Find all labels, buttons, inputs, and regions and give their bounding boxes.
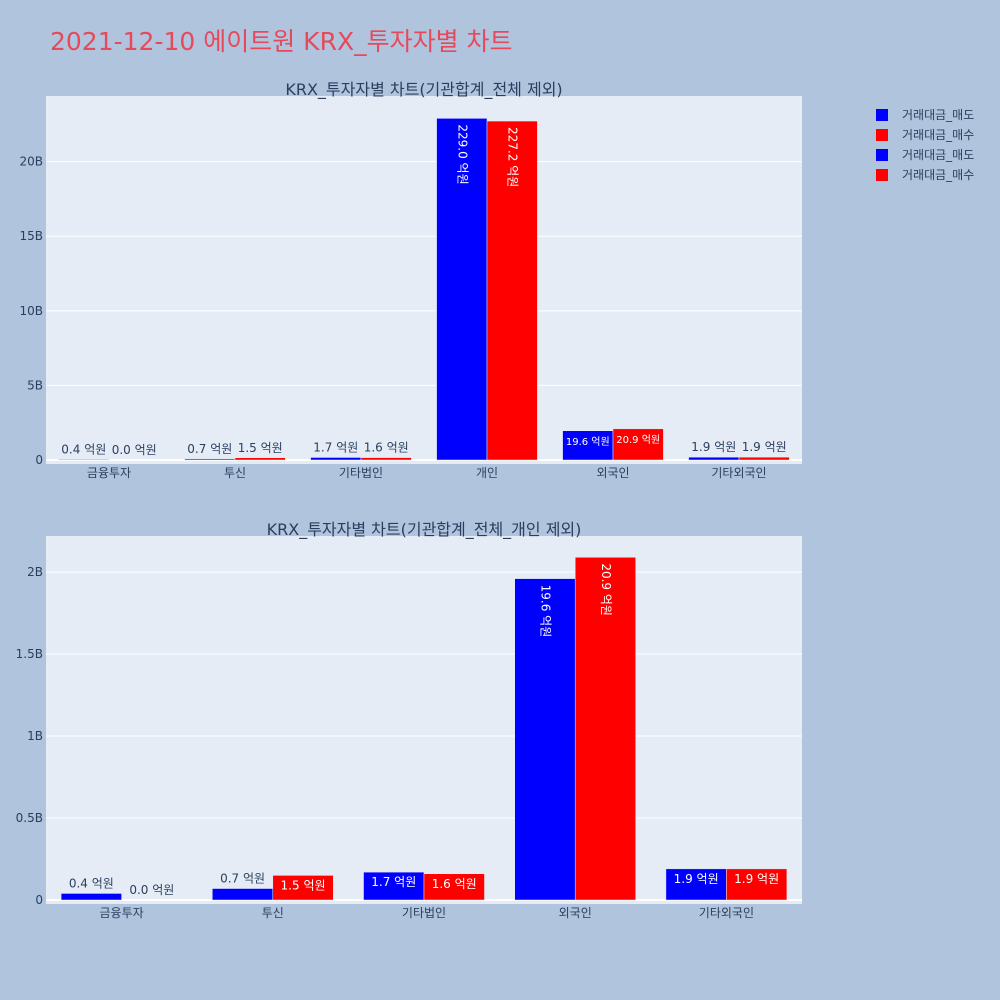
data-label: 0.0 억원 xyxy=(112,443,157,457)
data-label: 1.7 억원 xyxy=(371,875,416,889)
bar xyxy=(58,459,110,461)
x-tick-label: 금융투자 xyxy=(87,466,131,480)
data-label: 1.6 억원 xyxy=(364,441,409,455)
data-label: 19.6 억원 xyxy=(538,585,552,638)
bar xyxy=(360,457,412,461)
bar xyxy=(310,457,362,461)
y-tick-label: 1.5B xyxy=(16,647,43,661)
x-tick-label: 기타외국인 xyxy=(711,466,766,480)
data-label: 19.6 억원 xyxy=(566,436,610,448)
data-label: 1.9 억원 xyxy=(734,872,779,886)
legend-item[interactable]: 거래대금_매수 xyxy=(902,128,974,142)
y-tick-label: 20B xyxy=(19,155,43,169)
data-label: 0.7 억원 xyxy=(220,872,265,886)
data-label: 1.7 억원 xyxy=(313,440,358,454)
data-label: 1.6 억원 xyxy=(432,877,477,891)
legend-swatch[interactable] xyxy=(876,109,888,121)
x-tick-label: 기타외국인 xyxy=(699,906,754,920)
bar xyxy=(272,875,334,901)
y-tick-label: 15B xyxy=(19,229,43,243)
data-label: 227.2 억원 xyxy=(506,127,520,187)
plot-area xyxy=(46,536,802,904)
y-tick-label: 1B xyxy=(27,729,43,743)
bar xyxy=(726,868,788,901)
data-label: 1.5 억원 xyxy=(281,878,326,892)
legend-item[interactable]: 거래대금_매도 xyxy=(902,108,974,122)
legend-swatch[interactable] xyxy=(876,149,888,161)
y-tick-label: 0 xyxy=(35,893,43,907)
data-label: 20.9 억원 xyxy=(599,563,613,616)
x-tick-label: 외국인 xyxy=(596,466,629,480)
bar xyxy=(486,120,538,461)
bar xyxy=(574,557,636,901)
bar xyxy=(688,456,740,461)
data-label: 1.9 억원 xyxy=(691,440,736,454)
y-tick-label: 2B xyxy=(27,565,43,579)
x-tick-label: 투신 xyxy=(262,906,284,920)
data-label: 0.4 억원 xyxy=(61,442,106,456)
data-label: 20.9 억원 xyxy=(616,434,660,446)
x-tick-label: 투신 xyxy=(224,466,246,480)
bar xyxy=(436,118,488,461)
bar xyxy=(363,871,425,901)
data-label: 229.0 억원 xyxy=(455,124,469,184)
bar xyxy=(234,457,286,461)
bar xyxy=(212,888,274,901)
x-tick-label: 외국인 xyxy=(559,906,592,920)
x-tick-label: 기타법인 xyxy=(402,906,446,920)
chart-panel-2: 0 0.5B 1B 1.5B 2B KRX_투자자별 차트(기관합계_전체_개인 제외) 금… xyxy=(16,520,802,920)
plot-area xyxy=(46,96,802,464)
y-tick-label: 0.5B xyxy=(16,811,43,825)
data-label: 1.5 억원 xyxy=(238,441,283,455)
bar xyxy=(423,873,485,901)
x-tick-label: 개인 xyxy=(476,466,498,480)
data-label: 1.9 억원 xyxy=(674,872,719,886)
y-tick-label: 5B xyxy=(27,378,43,392)
x-tick-label: 금융투자 xyxy=(100,906,144,920)
page-title: 2021-12-10 에이트원 KRX_투자자별 차트 xyxy=(50,27,513,56)
bar xyxy=(184,458,236,461)
bar xyxy=(738,456,790,461)
bar xyxy=(612,428,664,461)
legend-swatch[interactable] xyxy=(876,169,888,181)
chart-title: KRX_투자자별 차트(기관합계_전체 제외) xyxy=(285,80,562,100)
data-label: 0.4 억원 xyxy=(69,876,114,890)
data-label: 1.9 억원 xyxy=(742,440,787,454)
legend-swatch[interactable] xyxy=(876,129,888,141)
chart-panel-1: 0 5B 10B 15B 20B KRX_투자자별 차트(기관합계_전체 제외) 금융투자 0… xyxy=(19,80,802,480)
legend-item[interactable]: 거래대금_매수 xyxy=(902,168,974,182)
legend-item[interactable]: 거래대금_매도 xyxy=(902,148,974,162)
y-tick-label: 0 xyxy=(35,453,43,467)
x-tick-label: 기타법인 xyxy=(339,466,383,480)
data-label: 0.0 억원 xyxy=(129,883,174,897)
data-label: 0.7 억원 xyxy=(187,442,232,456)
bar xyxy=(665,868,727,901)
y-tick-label: 10B xyxy=(19,304,43,318)
chart-title: KRX_투자자별 차트(기관합계_전체_개인 제외) xyxy=(267,520,582,540)
bar xyxy=(60,893,122,901)
